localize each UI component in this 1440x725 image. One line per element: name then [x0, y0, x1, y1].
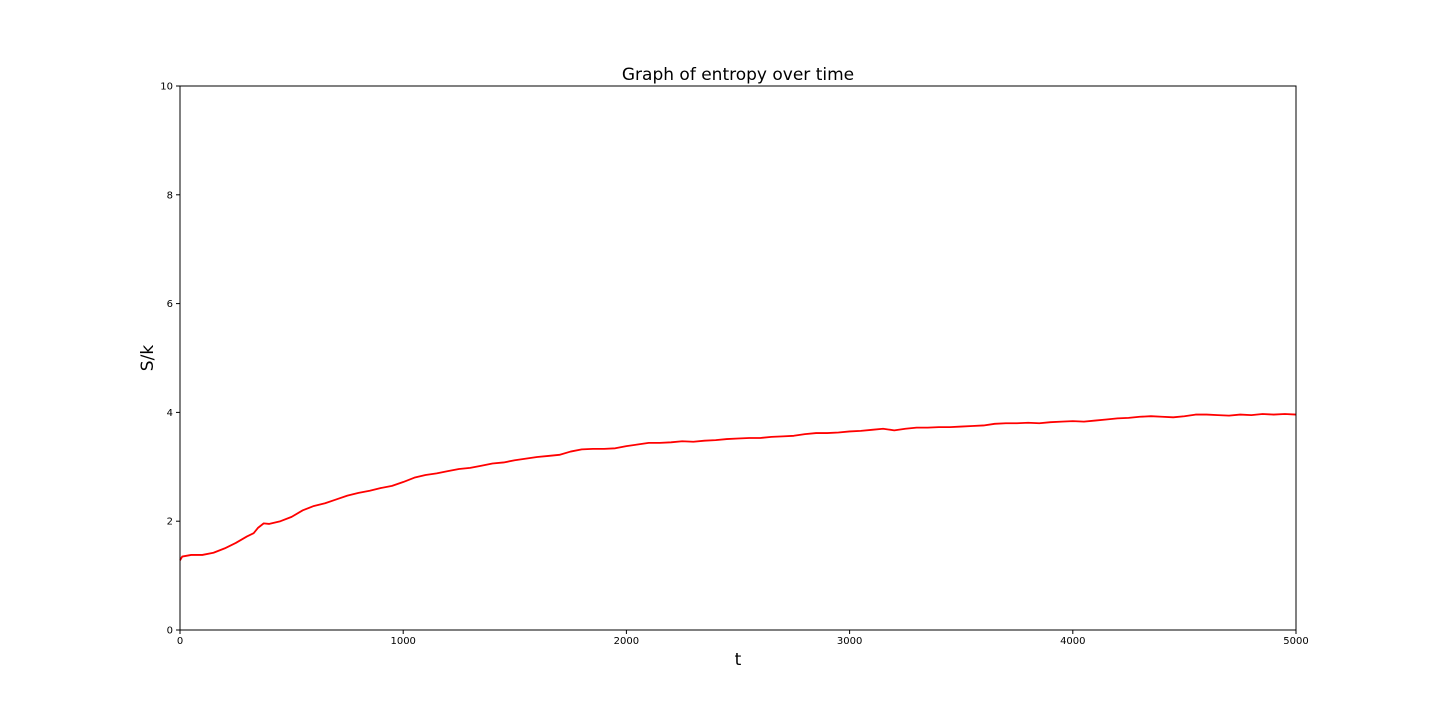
x-tick-label: 1000: [390, 636, 415, 647]
y-tick-label: 10: [160, 82, 173, 93]
x-tick-label: 5000: [1283, 636, 1308, 647]
y-tick-label: 6: [167, 299, 173, 310]
x-axis-ticks: 0 1000 2000 3000 4000 5000: [177, 630, 1309, 647]
y-tick-label: 0: [167, 626, 173, 637]
y-axis-ticks: 0 2 4 6 8 10: [160, 82, 180, 637]
series-group: [179, 413, 1297, 561]
y-axis-label: S/k: [138, 345, 158, 372]
plot-area-frame: [179, 85, 1297, 631]
y-tick-label: 8: [167, 190, 173, 201]
chart-title: Graph of entropy over time: [622, 65, 854, 85]
x-tick-label: 2000: [614, 636, 639, 647]
y-tick-label: 2: [167, 517, 173, 528]
x-tick-label: 3000: [837, 636, 862, 647]
x-axis-label: t: [735, 650, 742, 670]
x-tick-label: 0: [177, 636, 183, 647]
entropy-series-line: [179, 413, 1297, 561]
y-tick-label: 4: [167, 408, 173, 419]
x-tick-label: 4000: [1060, 636, 1085, 647]
